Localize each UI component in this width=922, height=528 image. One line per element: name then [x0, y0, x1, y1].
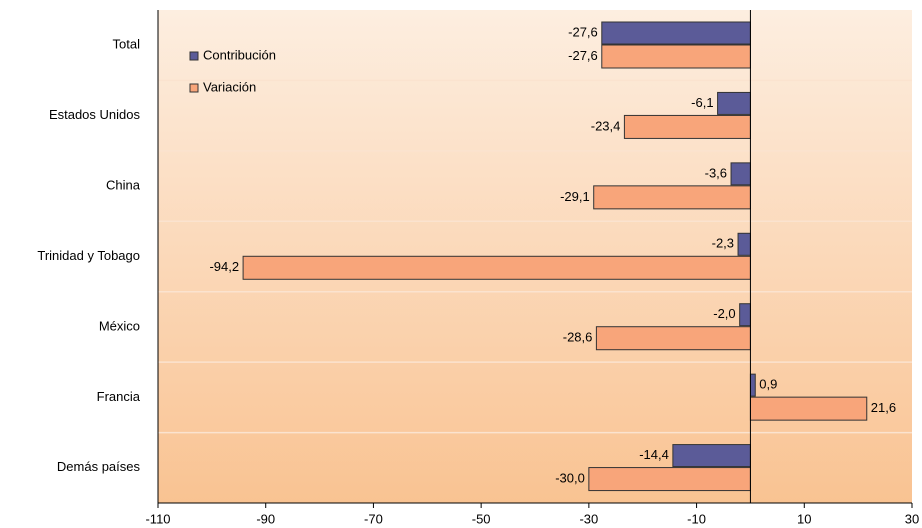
- x-tick-label: 10: [797, 511, 811, 526]
- bar: [749, 373, 756, 397]
- bar: [588, 467, 751, 492]
- bar: [739, 303, 751, 327]
- y-tick-label: Trinidad y Tobago: [37, 248, 140, 263]
- x-tick-label: -90: [256, 511, 275, 526]
- x-tick-label: 30: [905, 511, 919, 526]
- y-tick-label: Total: [113, 37, 141, 52]
- x-tick-label: -50: [472, 511, 491, 526]
- bar: [601, 44, 751, 69]
- x-tick-label: -30: [579, 511, 598, 526]
- data-label: -6,1: [691, 95, 713, 110]
- x-tick-label: -110: [145, 511, 170, 526]
- data-label: -2,0: [713, 306, 735, 321]
- bar: [595, 326, 751, 351]
- bar: [737, 232, 751, 256]
- x-tick-label: -10: [687, 511, 706, 526]
- data-label: -3,6: [705, 165, 727, 180]
- bar: [593, 185, 751, 210]
- y-tick-label: México: [99, 318, 140, 333]
- legend-swatch: [189, 83, 199, 93]
- bar: [242, 255, 751, 280]
- x-tick-label: -70: [364, 511, 383, 526]
- y-tick-label: Demás países: [57, 459, 141, 474]
- legend-swatch: [189, 51, 199, 61]
- y-tick-label: China: [106, 178, 141, 193]
- data-label: 21,6: [871, 400, 896, 415]
- y-tick-label: Francia: [97, 389, 141, 404]
- data-label: -29,1: [560, 189, 590, 204]
- data-label: -27,6: [568, 48, 598, 63]
- legend-label: Contribución: [203, 47, 276, 62]
- data-label: -14,4: [639, 447, 669, 462]
- bar: [717, 91, 751, 115]
- y-tick-label: Estados Unidos: [49, 107, 141, 122]
- data-label: -94,2: [209, 259, 239, 274]
- data-label: -2,3: [712, 236, 734, 251]
- bar: [730, 162, 751, 186]
- data-label: -30,0: [555, 471, 585, 486]
- bar: [749, 396, 868, 421]
- legend-label: Variación: [203, 79, 256, 94]
- bar: [672, 444, 751, 468]
- bar: [623, 114, 751, 139]
- bar: [601, 21, 751, 45]
- data-label: -23,4: [591, 118, 621, 133]
- data-label: -27,6: [568, 24, 598, 39]
- data-label: 0,9: [759, 377, 777, 392]
- data-label: -28,6: [563, 330, 593, 345]
